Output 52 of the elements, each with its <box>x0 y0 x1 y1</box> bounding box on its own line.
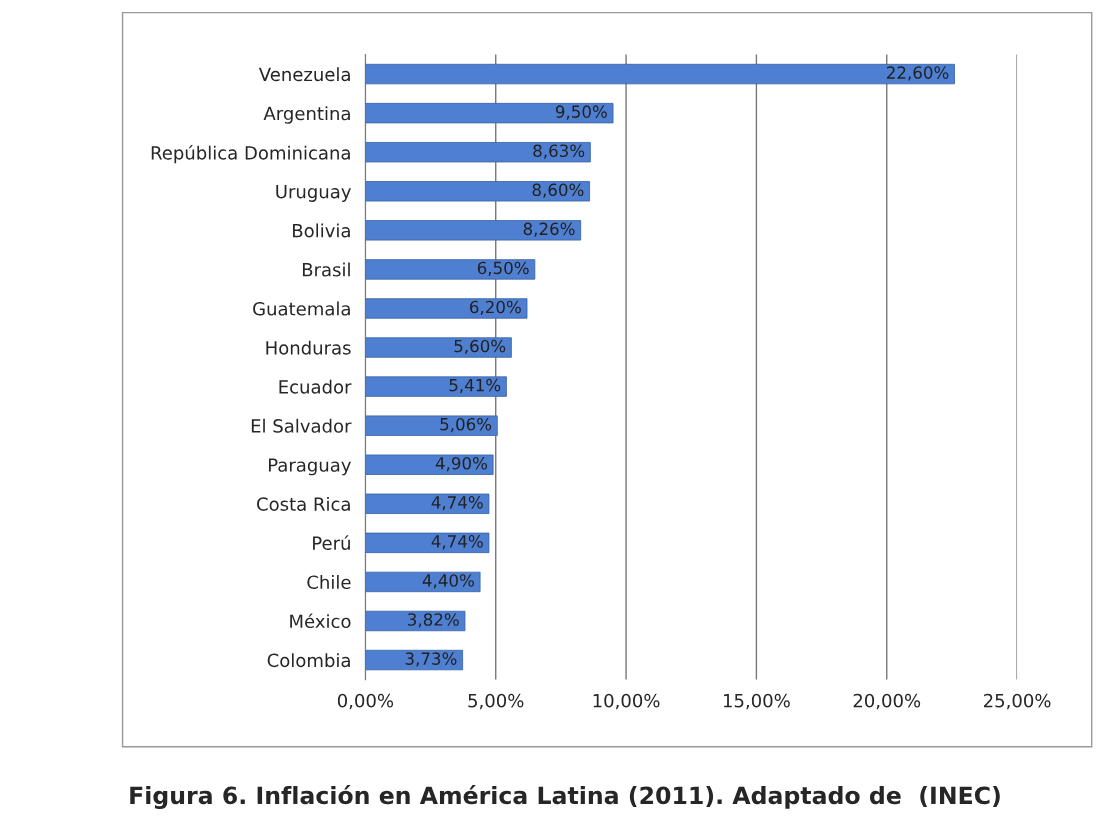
bar <box>365 259 536 280</box>
y-tick-label: Uruguay <box>276 184 351 202</box>
data-label: 22,60% <box>886 66 949 81</box>
x-tick-label: 15,00% <box>723 693 790 710</box>
bar <box>365 376 507 397</box>
data-label: 5,60% <box>454 339 506 355</box>
y-tick-label: Colombia <box>267 653 350 668</box>
bar <box>365 63 955 85</box>
bar <box>365 493 490 514</box>
data-label: 4,40% <box>422 574 474 589</box>
data-label: 3,82% <box>408 613 459 628</box>
y-tick-label: Costa Rica <box>257 496 350 511</box>
y-tick-label: Brasil <box>302 262 350 277</box>
x-tick-label: 10,00% <box>593 693 660 710</box>
y-tick-label: El Salvador <box>251 418 352 433</box>
bar <box>365 220 582 241</box>
bar <box>365 142 591 163</box>
y-tick-label: Honduras <box>266 340 351 355</box>
data-label: 3,73% <box>405 652 457 667</box>
y-tick-label: Perú <box>313 535 350 550</box>
data-label: 4,74% <box>431 496 483 511</box>
bar <box>365 454 494 475</box>
data-label: 8,60% <box>532 183 584 198</box>
bar <box>365 532 490 554</box>
y-tick-label: Paraguay <box>268 458 351 476</box>
data-label: 8,63% <box>533 144 585 159</box>
x-tick-label: 20,00% <box>853 693 921 710</box>
x-tick-label: 0,00% <box>337 693 394 710</box>
data-label: 6,50% <box>477 261 529 276</box>
y-tick-label: Chile <box>307 575 351 590</box>
data-label: 9,50% <box>555 105 607 120</box>
bar <box>365 181 590 202</box>
y-tick-label: República Dominicana <box>151 144 350 164</box>
text: Figura 6. Inflación en América Latina (2011). Adaptado de (INEC) <box>130 785 1000 810</box>
y-tick-label: México <box>290 613 351 629</box>
y-tick-label: Ecuador <box>279 379 352 394</box>
data-label: 4,90% <box>435 456 487 472</box>
x-tick-label: 5,00% <box>468 693 524 710</box>
data-label: 4,74% <box>431 535 483 550</box>
y-tick-label: Bolivia <box>293 223 350 238</box>
data-label: 5,41% <box>449 378 501 394</box>
bar <box>365 102 614 124</box>
y-tick-label: Venezuela <box>258 67 350 82</box>
data-label: 8,26% <box>523 222 575 237</box>
y-tick-label: Argentina <box>263 106 350 124</box>
y-tick-label: Guatemala <box>253 301 350 316</box>
bar <box>365 337 512 358</box>
bar <box>365 298 528 319</box>
x-tick-label: 25,00% <box>983 693 1051 710</box>
data-label: 6,20% <box>470 300 521 315</box>
data-label: 5,06% <box>440 417 492 433</box>
bar <box>365 415 498 436</box>
